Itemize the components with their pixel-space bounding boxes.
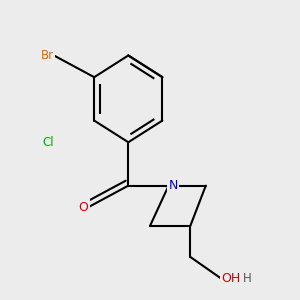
Text: O: O bbox=[78, 201, 88, 214]
Text: Br: Br bbox=[41, 49, 54, 62]
Text: OH: OH bbox=[221, 272, 241, 285]
Text: O: O bbox=[221, 272, 231, 285]
Text: N: N bbox=[169, 179, 178, 192]
Text: Cl: Cl bbox=[42, 136, 54, 149]
Text: H: H bbox=[243, 272, 252, 285]
